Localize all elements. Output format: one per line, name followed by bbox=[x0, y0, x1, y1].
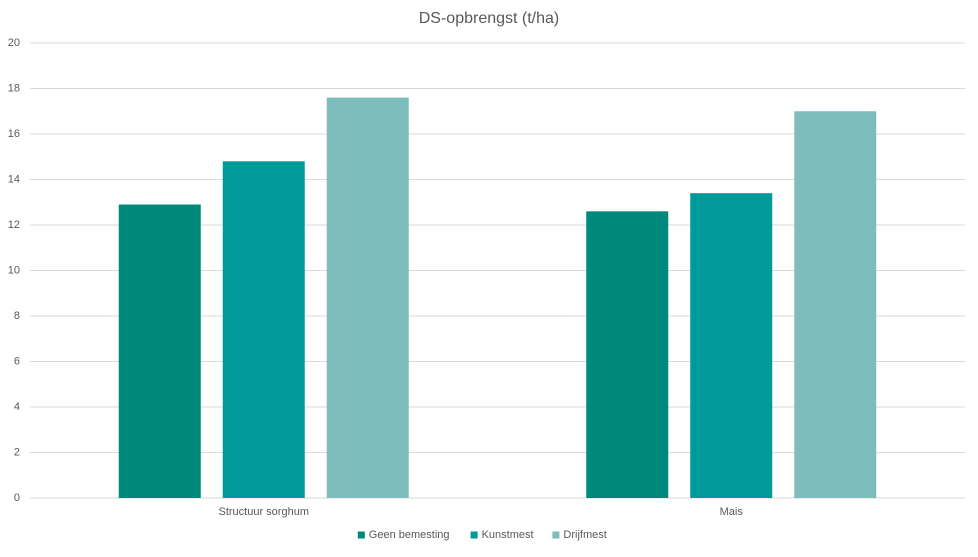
legend-swatch bbox=[552, 531, 560, 539]
chart-title: DS-opbrengst (t/ha) bbox=[419, 10, 560, 27]
legend-label: Kunstmest bbox=[482, 529, 534, 541]
y-tick-label: 12 bbox=[8, 219, 20, 231]
x-tick-label: Structuur sorghum bbox=[219, 506, 309, 518]
y-tick-label: 10 bbox=[8, 264, 20, 276]
legend-swatch bbox=[357, 531, 365, 539]
legend-swatch bbox=[470, 531, 478, 539]
y-tick-label: 16 bbox=[8, 128, 20, 140]
y-tick-label: 20 bbox=[8, 37, 20, 49]
y-tick-label: 0 bbox=[14, 492, 20, 504]
legend-label: Drijfmest bbox=[563, 529, 606, 541]
bar bbox=[222, 161, 305, 499]
y-tick-label: 6 bbox=[14, 355, 20, 367]
bar bbox=[118, 204, 201, 498]
bar bbox=[326, 97, 409, 498]
y-tick-label: 4 bbox=[14, 401, 20, 413]
y-tick-label: 18 bbox=[8, 82, 20, 94]
y-tick-label: 2 bbox=[14, 446, 20, 458]
bar bbox=[794, 111, 877, 498]
x-tick-label: Mais bbox=[720, 506, 744, 518]
bar bbox=[690, 193, 773, 498]
legend-label: Geen bemesting bbox=[369, 529, 450, 541]
y-tick-label: 8 bbox=[14, 310, 20, 322]
y-tick-label: 14 bbox=[8, 173, 20, 185]
bar bbox=[586, 211, 669, 498]
